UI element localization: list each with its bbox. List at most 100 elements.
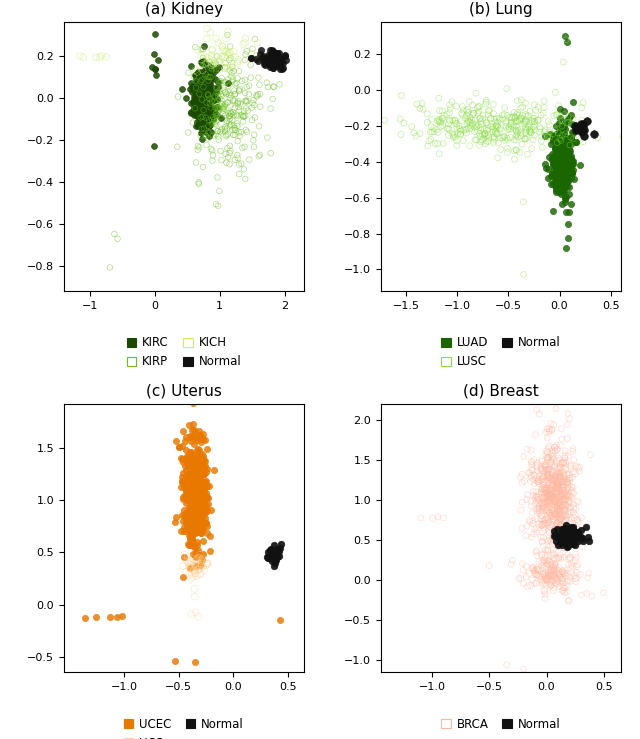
Point (565, 162, 575, 174)
Point (195, 86, 205, 98)
Point (187, 480, 197, 492)
Point (554, 170, 564, 182)
Point (189, 95, 199, 106)
Point (576, 512, 586, 524)
Point (225, 64, 235, 76)
Point (550, 486, 561, 498)
Point (555, 474, 565, 486)
Point (558, 123, 568, 135)
Point (207, 106, 217, 118)
Point (494, 123, 504, 135)
Point (203, 89, 213, 101)
Point (500, 102, 510, 114)
Point (564, 531, 574, 543)
Point (556, 147, 566, 159)
Point (199, 85, 209, 97)
Point (543, 512, 553, 524)
Point (192, 539, 202, 551)
Point (527, 112, 538, 124)
Point (557, 147, 567, 159)
Point (220, 126, 230, 137)
Point (495, 143, 506, 155)
Point (568, 528, 578, 540)
Point (196, 469, 207, 480)
Point (525, 471, 536, 483)
Point (577, 125, 588, 137)
Point (544, 525, 554, 537)
Point (555, 514, 565, 525)
Point (538, 505, 548, 517)
Point (566, 534, 577, 546)
Point (196, 98, 207, 109)
Point (559, 504, 570, 516)
Point (190, 477, 200, 488)
Point (506, 117, 516, 129)
Point (543, 574, 554, 586)
Point (543, 477, 553, 488)
Point (208, 58, 218, 69)
Point (501, 115, 511, 127)
Point (195, 106, 205, 118)
Point (563, 520, 573, 532)
Point (559, 568, 569, 579)
Point (576, 589, 586, 601)
Point (542, 575, 552, 587)
Point (186, 435, 196, 447)
Point (479, 133, 489, 145)
Point (436, 116, 446, 128)
Point (200, 94, 210, 106)
Point (204, 69, 214, 81)
Point (266, 103, 276, 115)
Point (532, 569, 542, 581)
Point (568, 531, 579, 543)
Point (578, 136, 588, 148)
Point (200, 61, 210, 72)
Point (178, 425, 188, 437)
Point (207, 49, 217, 61)
Point (225, 92, 235, 104)
Point (183, 485, 193, 497)
Point (555, 490, 565, 502)
Point (204, 55, 214, 67)
Point (564, 160, 575, 171)
Point (554, 581, 564, 593)
Point (171, 435, 181, 446)
Point (563, 531, 573, 543)
Point (553, 480, 563, 491)
Point (189, 452, 199, 464)
Point (523, 121, 533, 133)
Point (545, 179, 556, 191)
Point (555, 514, 565, 526)
Point (531, 577, 541, 589)
Point (566, 172, 576, 184)
Point (556, 513, 566, 525)
Point (190, 560, 200, 572)
Point (543, 474, 553, 486)
Point (529, 99, 540, 111)
Point (188, 564, 198, 576)
Point (536, 513, 547, 525)
Point (190, 41, 200, 53)
Point (547, 468, 557, 480)
Point (555, 459, 565, 471)
Point (545, 491, 556, 503)
Point (560, 181, 570, 193)
Point (531, 491, 541, 503)
Point (551, 143, 561, 155)
Point (556, 552, 566, 564)
Point (562, 527, 572, 539)
Point (186, 559, 196, 571)
Point (210, 118, 220, 130)
Point (563, 535, 573, 547)
Point (543, 494, 553, 506)
Point (267, 551, 277, 563)
Point (198, 106, 208, 118)
Point (534, 503, 544, 514)
Point (529, 478, 540, 490)
Point (182, 509, 192, 521)
Point (187, 86, 197, 98)
Point (212, 100, 222, 112)
Point (200, 506, 210, 518)
Point (554, 184, 564, 196)
Point (191, 485, 202, 497)
